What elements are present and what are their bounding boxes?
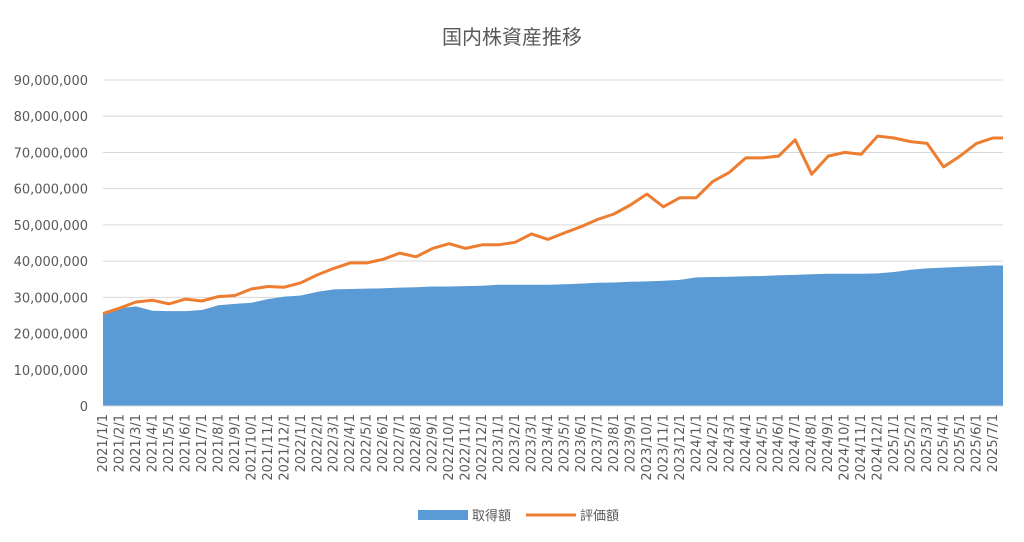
x-tick-label: 2021/10/1: [244, 414, 259, 481]
x-tick-label: 2024/12/1: [871, 414, 886, 481]
x-tick-label: 2023/3/1: [525, 414, 540, 472]
y-tick-label: 40,000,000: [14, 255, 88, 270]
x-tick-label: 2023/1/1: [492, 414, 507, 472]
x-tick-label: 2023/9/1: [623, 414, 638, 472]
x-tick-label: 2023/2/1: [508, 414, 523, 472]
x-tick-label: 2022/9/1: [426, 414, 441, 472]
x-tick-label: 2021/12/1: [277, 414, 292, 481]
x-tick-label: 2023/6/1: [574, 414, 589, 472]
x-tick-label: 2024/3/1: [722, 414, 737, 472]
y-tick-label: 90,000,000: [14, 74, 88, 89]
x-tick-label: 2022/5/1: [360, 414, 375, 472]
x-tick-label: 2023/4/1: [541, 414, 556, 472]
x-tick-label: 2022/2/1: [310, 414, 325, 472]
x-tick-label: 2023/11/1: [656, 414, 671, 481]
area: [103, 265, 1003, 406]
x-tick-label: 2021/9/1: [228, 414, 243, 472]
x-tick-label: 2025/3/1: [920, 414, 935, 472]
chart-title: 国内株資産推移: [442, 25, 582, 49]
x-tick-label: 2024/10/1: [838, 414, 853, 481]
x-tick-label: 2025/2/1: [904, 414, 919, 472]
x-tick-label: 2024/2/1: [706, 414, 721, 472]
line: [102, 134, 1004, 316]
x-tick-label: 2022/3/1: [327, 414, 342, 472]
legend-swatch: [418, 510, 468, 520]
x-tick-label: 2023/7/1: [590, 414, 605, 472]
x-tick-label: 2022/6/1: [376, 414, 391, 472]
x-tick-label: 2024/9/1: [821, 414, 836, 472]
x-tick-label: 2024/1/1: [689, 414, 704, 472]
y-tick-label: 30,000,000: [14, 291, 88, 306]
x-tick-label: 2021/11/1: [261, 414, 276, 481]
x-tick-label: 2021/5/1: [162, 414, 177, 472]
x-tick-label: 2022/4/1: [343, 414, 358, 472]
x-tick-label: 2025/7/1: [986, 414, 1001, 472]
x-tick-label: 2025/1/1: [887, 414, 902, 472]
x-tick-label: 2021/4/1: [145, 414, 160, 472]
y-tick-label: 60,000,000: [14, 183, 88, 198]
y-tick-label: 50,000,000: [14, 219, 88, 234]
x-tick-label: 2022/12/1: [475, 414, 490, 481]
x-tick-label: 2024/4/1: [739, 414, 754, 472]
legend-label: 取得額: [472, 508, 511, 524]
x-tick-label: 2021/1/1: [96, 414, 111, 472]
x-tick-label: 2022/1/1: [294, 414, 309, 472]
y-tick-label: 20,000,000: [14, 328, 88, 343]
y-tick-label: 10,000,000: [14, 364, 88, 379]
legend-label: 評価額: [580, 509, 619, 524]
x-tick-label: 2023/5/1: [557, 414, 572, 472]
x-tick-label: 2022/10/1: [442, 414, 457, 481]
x-tick-label: 2021/2/1: [112, 414, 127, 472]
y-tick-label: 80,000,000: [14, 110, 88, 125]
x-tick-label: 2023/10/1: [640, 414, 655, 481]
x-tick-label: 2024/6/1: [772, 414, 787, 472]
x-tick-label: 2021/7/1: [195, 414, 210, 472]
y-tick-label: 70,000,000: [14, 146, 88, 161]
x-tick-label: 2024/5/1: [755, 414, 770, 472]
x-tick-label: 2023/8/1: [607, 414, 622, 472]
x-tick-label: 2022/8/1: [409, 414, 424, 472]
x-tick-label: 2024/11/1: [854, 414, 869, 481]
x-tick-label: 2021/8/1: [211, 414, 226, 472]
x-tick-label: 2022/11/1: [459, 414, 474, 481]
y-tick-label: 0: [80, 400, 88, 415]
x-tick-label: 2025/4/1: [937, 414, 952, 472]
x-tick-label: 2025/6/1: [970, 414, 985, 472]
x-tick-label: 2023/12/1: [673, 414, 688, 481]
x-tick-label: 2022/7/1: [393, 414, 408, 472]
x-tick-label: 2021/6/1: [178, 414, 193, 472]
x-tick-label: 2025/5/1: [953, 414, 968, 472]
x-tick-label: 2024/7/1: [788, 414, 803, 472]
x-tick-label: 2021/3/1: [129, 414, 144, 472]
x-tick-label: 2024/8/1: [805, 414, 820, 472]
